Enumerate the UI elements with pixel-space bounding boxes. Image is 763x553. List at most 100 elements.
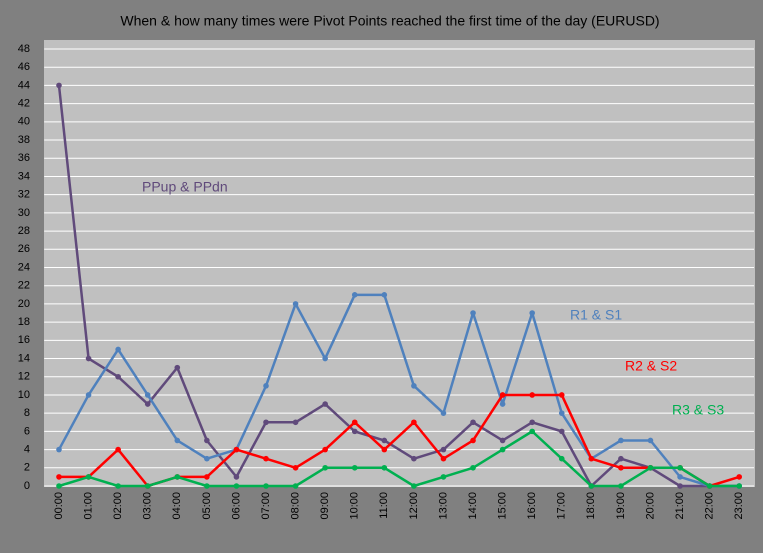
legend-label: R3 & S3 bbox=[672, 402, 724, 418]
data-point bbox=[558, 392, 565, 398]
data-point bbox=[677, 464, 683, 471]
y-tick-label: 30 bbox=[18, 207, 30, 219]
data-point bbox=[499, 401, 506, 407]
x-tick-label: 03:00 bbox=[142, 492, 154, 520]
legend-label: PPup & PPdn bbox=[142, 179, 228, 195]
data-point bbox=[115, 373, 121, 380]
data-point bbox=[144, 392, 151, 398]
data-point bbox=[115, 483, 121, 489]
data-point bbox=[233, 474, 240, 480]
y-tick-label: 26 bbox=[18, 243, 30, 255]
data-point bbox=[174, 474, 181, 480]
data-point bbox=[174, 437, 181, 444]
data-point bbox=[440, 410, 447, 416]
data-point bbox=[56, 82, 62, 89]
data-point bbox=[233, 483, 240, 489]
data-point bbox=[618, 483, 624, 489]
data-point bbox=[411, 455, 417, 462]
data-point bbox=[292, 301, 299, 307]
y-tick-label: 48 bbox=[18, 43, 30, 55]
x-tick-label: 17:00 bbox=[556, 492, 568, 520]
x-tick-label: 07:00 bbox=[260, 492, 272, 520]
data-point bbox=[204, 455, 210, 462]
data-point bbox=[292, 483, 299, 489]
y-tick-label: 6 bbox=[24, 425, 30, 437]
y-tick-label: 18 bbox=[18, 316, 30, 328]
data-point bbox=[322, 464, 328, 471]
data-point bbox=[736, 483, 743, 489]
data-point bbox=[706, 483, 713, 489]
x-tick-label: 12:00 bbox=[408, 492, 420, 520]
chart-title: When & how many times were Pivot Points … bbox=[120, 13, 659, 29]
y-tick-label: 0 bbox=[24, 480, 30, 492]
data-point bbox=[647, 464, 654, 471]
x-tick-label: 13:00 bbox=[437, 492, 449, 520]
data-point bbox=[529, 419, 535, 426]
data-point bbox=[85, 392, 92, 398]
y-tick-label: 10 bbox=[18, 389, 30, 401]
data-point bbox=[440, 474, 447, 480]
y-tick-label: 8 bbox=[24, 407, 30, 419]
y-tick-label: 34 bbox=[18, 170, 30, 182]
data-point bbox=[499, 446, 506, 453]
data-point bbox=[529, 310, 535, 316]
data-point bbox=[322, 401, 328, 407]
data-point bbox=[618, 455, 624, 462]
data-point bbox=[558, 455, 565, 462]
x-tick-label: 09:00 bbox=[319, 492, 331, 520]
y-tick-label: 14 bbox=[18, 352, 30, 364]
data-point bbox=[204, 437, 210, 444]
y-tick-label: 20 bbox=[18, 298, 30, 310]
x-tick-label: 15:00 bbox=[497, 492, 509, 520]
data-point bbox=[56, 483, 62, 489]
data-point bbox=[174, 364, 181, 371]
y-tick-label: 16 bbox=[18, 334, 30, 346]
x-tick-label: 04:00 bbox=[171, 492, 183, 520]
x-tick-label: 10:00 bbox=[349, 492, 361, 520]
data-point bbox=[411, 483, 417, 489]
data-point bbox=[470, 419, 476, 426]
data-point bbox=[381, 446, 388, 453]
data-point bbox=[677, 483, 683, 489]
data-point bbox=[351, 464, 358, 471]
data-point bbox=[440, 446, 447, 453]
data-point bbox=[381, 292, 388, 298]
data-point bbox=[529, 392, 535, 398]
data-point bbox=[351, 419, 358, 426]
data-point bbox=[351, 292, 358, 298]
y-tick-label: 44 bbox=[18, 79, 30, 91]
data-point bbox=[56, 446, 62, 453]
plot-area bbox=[44, 40, 755, 487]
data-point bbox=[647, 437, 654, 444]
data-point bbox=[56, 474, 62, 480]
x-tick-label: 11:00 bbox=[378, 492, 390, 519]
data-point bbox=[470, 310, 476, 316]
data-point bbox=[411, 419, 417, 426]
data-point bbox=[233, 446, 240, 453]
y-tick-label: 38 bbox=[18, 134, 30, 146]
data-point bbox=[381, 464, 388, 471]
data-point bbox=[618, 437, 624, 444]
data-point bbox=[144, 401, 151, 407]
y-tick-label: 46 bbox=[18, 61, 30, 73]
legend-label: R1 & S1 bbox=[570, 307, 622, 323]
data-point bbox=[381, 437, 388, 444]
x-tick-label: 23:00 bbox=[733, 492, 745, 520]
series-line bbox=[57, 293, 740, 488]
y-tick-label: 2 bbox=[24, 462, 30, 474]
data-point bbox=[558, 410, 565, 416]
y-tick-label: 4 bbox=[24, 443, 30, 455]
series-line bbox=[57, 85, 740, 488]
y-tick-label: 12 bbox=[18, 371, 30, 383]
data-point bbox=[263, 455, 269, 462]
x-tick-label: 22:00 bbox=[704, 492, 716, 520]
data-point bbox=[470, 437, 476, 444]
data-point bbox=[204, 483, 210, 489]
y-tick-label: 22 bbox=[18, 280, 30, 292]
data-point bbox=[499, 392, 506, 398]
x-tick-label: 14:00 bbox=[467, 492, 479, 520]
x-tick-label: 02:00 bbox=[112, 492, 124, 520]
data-point bbox=[322, 355, 328, 362]
data-point bbox=[322, 446, 328, 453]
